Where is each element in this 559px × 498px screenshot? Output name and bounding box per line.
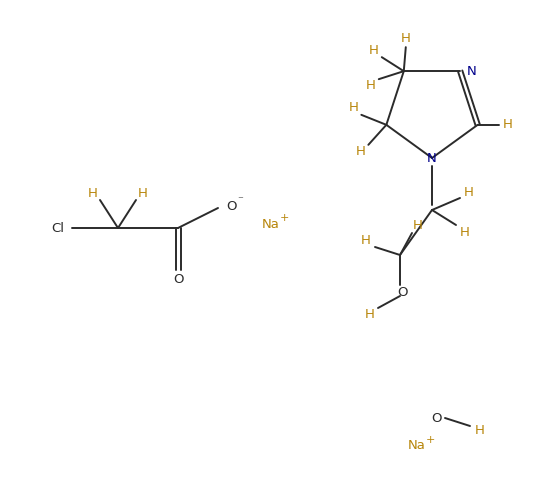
Text: O: O	[226, 200, 236, 213]
Text: O: O	[397, 285, 408, 298]
Text: +: +	[426, 435, 435, 445]
Text: H: H	[361, 234, 371, 247]
Text: N: N	[427, 151, 437, 164]
Text: O: O	[173, 272, 183, 285]
Text: O: O	[432, 411, 442, 424]
Text: H: H	[356, 145, 365, 158]
Text: H: H	[413, 219, 423, 232]
Text: Na: Na	[408, 439, 426, 452]
Text: Cl: Cl	[51, 222, 64, 235]
Text: H: H	[366, 79, 376, 92]
Text: H: H	[138, 186, 148, 200]
Text: H: H	[365, 307, 375, 321]
Text: H: H	[88, 186, 98, 200]
Text: H: H	[369, 44, 379, 57]
Text: H: H	[464, 185, 474, 199]
Text: ⁻: ⁻	[237, 195, 243, 205]
Text: H: H	[460, 226, 470, 239]
Text: H: H	[401, 32, 411, 45]
Text: H: H	[503, 119, 513, 131]
Text: N: N	[467, 65, 477, 78]
Text: H: H	[348, 101, 358, 115]
Text: +: +	[280, 213, 290, 223]
Text: Na: Na	[262, 218, 280, 231]
Text: H: H	[475, 423, 485, 437]
